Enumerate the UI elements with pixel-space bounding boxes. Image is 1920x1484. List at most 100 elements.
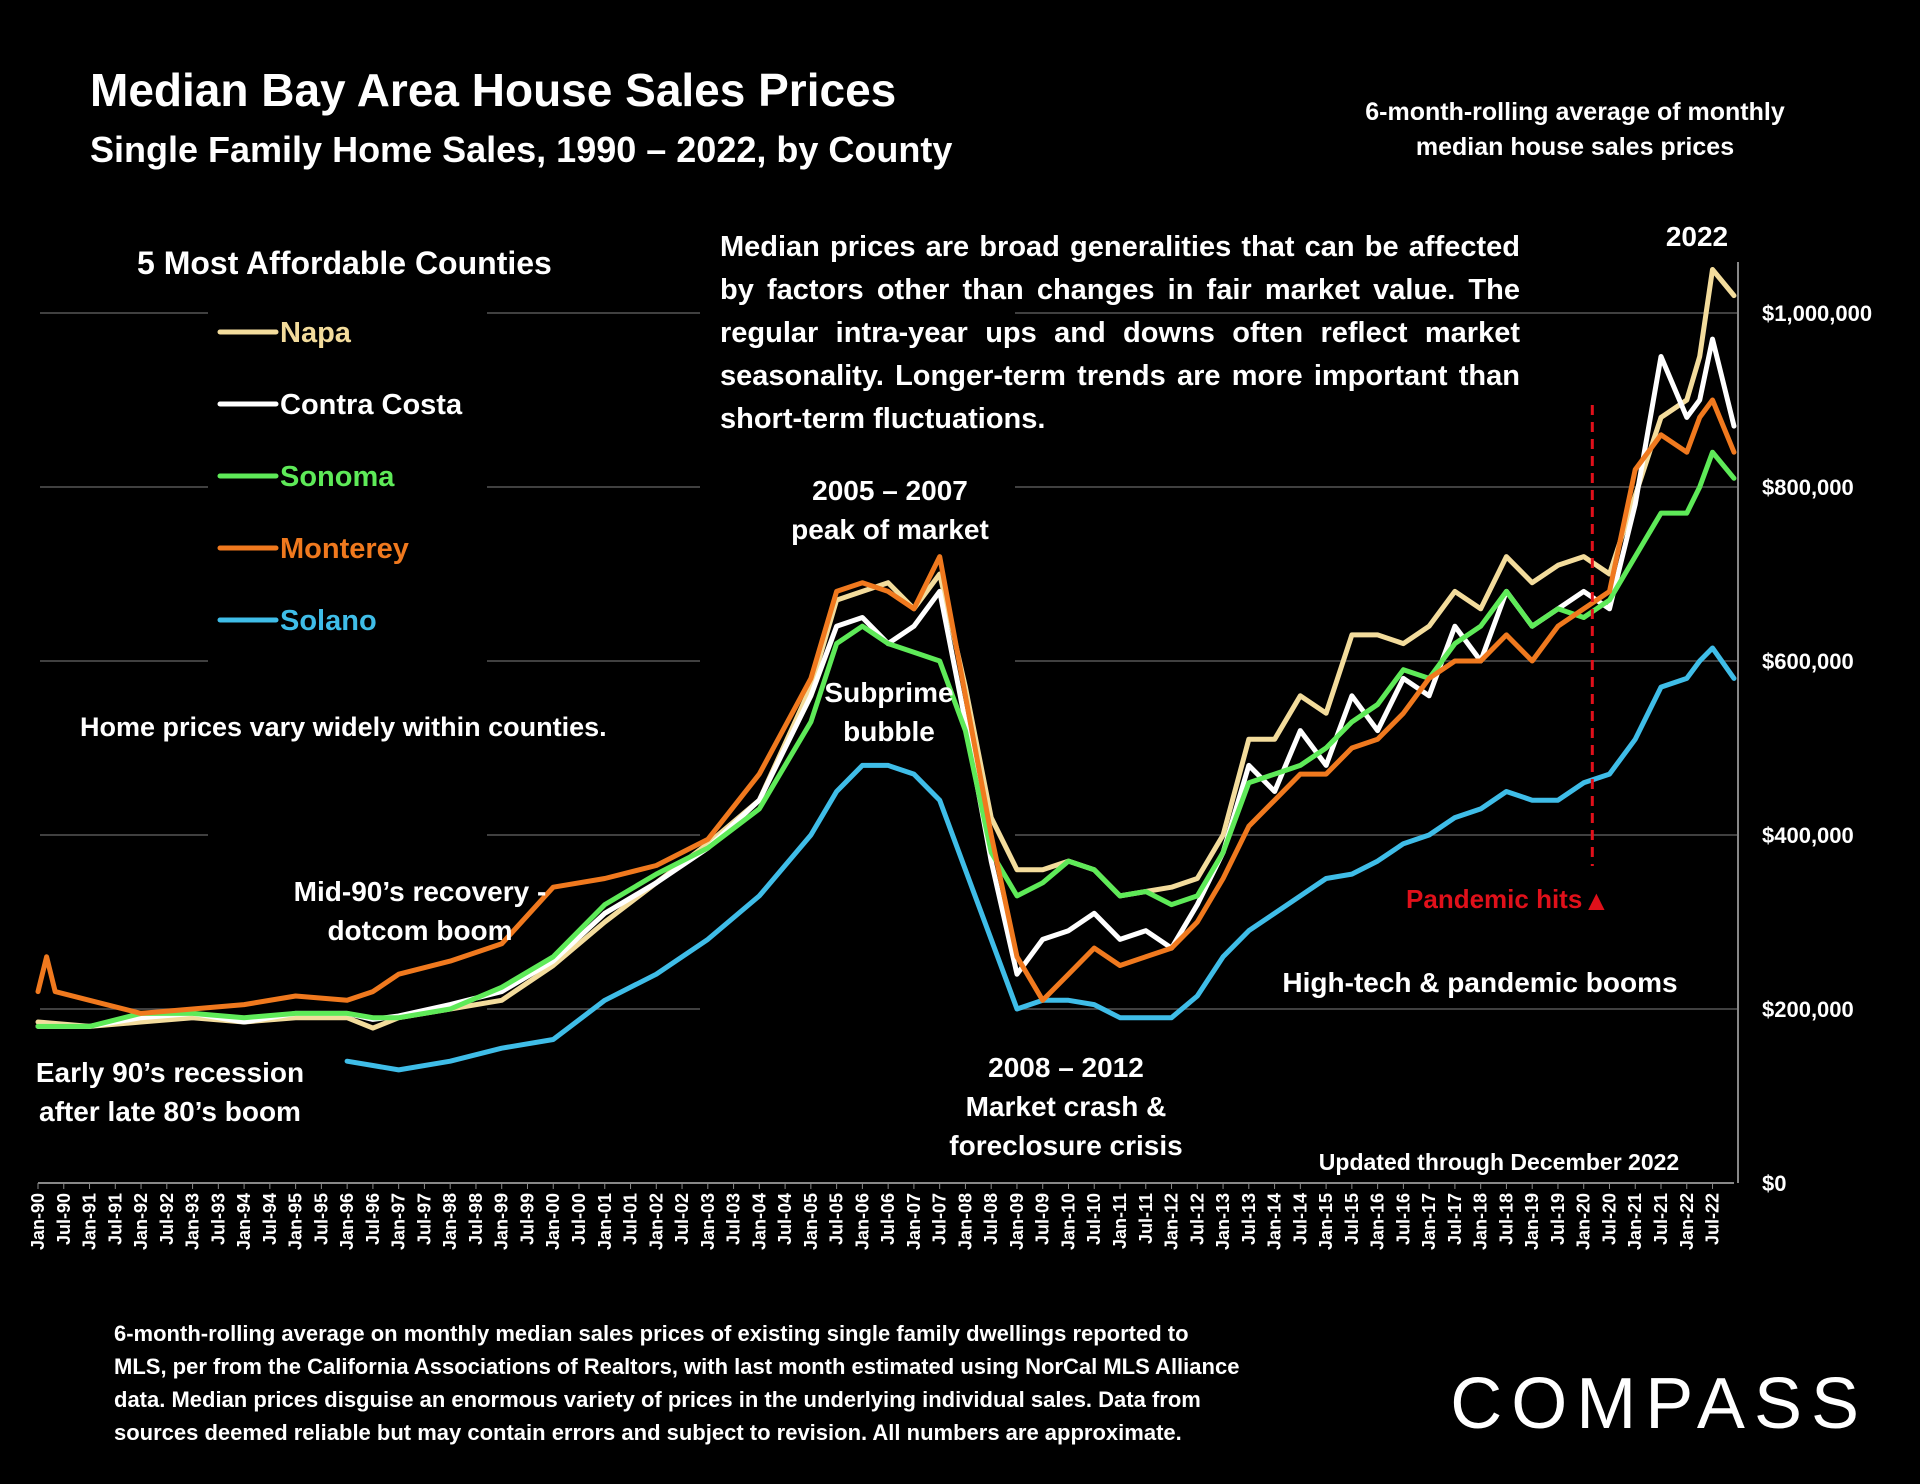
legend-label: Solano [280,605,377,637]
x-tick-label: Jul-96 [363,1193,383,1245]
x-tick-label: Jul-16 [1393,1193,1413,1245]
annotation-updated: Updated through December 2022 [1319,1149,1679,1175]
legend-title: 5 Most Affordable Counties [137,245,552,281]
x-tick-label: Jan-04 [749,1193,769,1250]
x-tick-label: Jan-12 [1162,1193,1182,1250]
x-tick-label: Jan-20 [1574,1193,1594,1250]
x-tick-label: Jan-09 [1007,1193,1027,1250]
x-tick-label: Jul-90 [54,1193,74,1245]
x-tick-label: Jul-14 [1290,1193,1310,1245]
x-tick-label: Jul-91 [105,1193,125,1245]
chart-title: Median Bay Area House Sales Prices [90,64,896,116]
x-tick-label: Jul-17 [1445,1193,1465,1245]
legend: 5 Most Affordable Counties Napa Contra Co… [137,245,552,637]
x-tick-label: Jan-03 [698,1193,718,1250]
x-tick-label: Jan-95 [286,1193,306,1250]
x-axis: Jan-90 Jul-90 Jan-91 Jul-91 Jan-92 Jul-92 Jan-… [28,1183,1723,1250]
x-tick-label: Jul-94 [260,1193,280,1245]
y-tick-label: $0 [1762,1171,1786,1196]
x-tick-label: Jan-05 [801,1193,821,1250]
pandemic-marker: Pandemic hits ▲ [1406,405,1610,916]
annotation-crash-line1: 2008 – 2012 [988,1052,1144,1083]
series-layer [35,267,1737,1073]
x-tick-label: Jul-00 [569,1193,589,1245]
x-tick-label: Jan-07 [904,1193,924,1250]
x-tick-label: Jan-14 [1265,1193,1285,1250]
disclaimer-paragraph: Median prices are broad generalities tha… [720,231,1520,435]
footnote-line2: MLS, per from the California Association… [114,1354,1239,1379]
series-line-monterey [35,397,1737,1016]
x-tick-label: Jan-02 [646,1193,666,1250]
x-tick-label: Jan-11 [1110,1193,1130,1249]
method-note-line2: median house sales prices [1416,133,1734,161]
x-tick-label: Jan-98 [440,1193,460,1250]
x-tick-label: Jul-98 [466,1193,486,1245]
x-tick-label: Jul-09 [1033,1193,1053,1245]
annotation-mid90s-line2: dotcom boom [327,915,512,946]
x-tick-label: Jan-00 [543,1193,563,1250]
x-tick-label: Jan-13 [1213,1193,1233,1250]
legend-label: Napa [280,317,352,349]
x-tick-label: Jan-22 [1677,1193,1697,1250]
x-tick-label: Jul-93 [208,1193,228,1245]
pandemic-triangle-icon: ▲ [1582,885,1610,916]
x-tick-label: Jan-16 [1368,1193,1388,1250]
x-tick-label: Jan-15 [1316,1193,1336,1250]
x-tick-label: Jul-04 [775,1193,795,1245]
x-tick-label: Jan-99 [492,1193,512,1250]
x-tick-label: Jan-93 [183,1193,203,1250]
annotation-peak-line2: peak of market [791,514,989,545]
x-tick-label: Jan-91 [80,1193,100,1250]
annotation-year-2022: 2022 [1666,221,1728,252]
annotation-subprime-line1: Subprime [824,677,953,708]
y-tick-label: $800,000 [1762,475,1854,500]
x-tick-label: Jan-19 [1522,1193,1542,1250]
x-tick-label: Jul-95 [311,1193,331,1245]
x-tick-label: Jan-97 [389,1193,409,1250]
x-tick-label: Jul-21 [1651,1193,1671,1245]
annotation-crash-line3: foreclosure crisis [949,1130,1182,1161]
x-tick-label: Jul-05 [827,1193,847,1245]
x-tick-label: Jan-01 [595,1193,615,1250]
x-tick-label: Jul-01 [621,1193,641,1245]
x-tick-label: Jan-92 [131,1193,151,1250]
annotation-hightech: High-tech & pandemic booms [1282,967,1677,998]
x-tick-label: Jan-08 [955,1193,975,1250]
x-tick-label: Jul-99 [517,1193,537,1245]
annotation-peak-line1: 2005 – 2007 [812,475,968,506]
footnote-line4: sources deemed reliable but may contain … [114,1420,1182,1445]
x-tick-label: Jul-19 [1548,1193,1568,1245]
footnote-line3: data. Median prices disguise an enormous… [114,1387,1201,1412]
x-tick-label: Jul-12 [1187,1193,1207,1245]
x-tick-label: Jan-21 [1625,1193,1645,1250]
x-tick-label: Jan-06 [852,1193,872,1250]
x-tick-label: Jul-22 [1703,1193,1723,1245]
x-tick-label: Jan-17 [1419,1193,1439,1250]
x-tick-label: Jul-07 [930,1193,950,1245]
x-tick-label: Jul-92 [157,1193,177,1245]
x-tick-label: Jul-06 [878,1193,898,1245]
x-tick-label: Jan-94 [234,1193,254,1250]
x-tick-label: Jul-20 [1599,1193,1619,1245]
method-note-line1: 6-month-rolling average of monthly [1365,98,1785,126]
x-tick-label: Jan-10 [1058,1193,1078,1250]
legend-label: Monterey [280,533,409,565]
legend-label: Sonoma [280,461,395,493]
x-tick-label: Jul-18 [1496,1193,1516,1245]
annotation-early90s-line1: Early 90’s recession [36,1057,304,1088]
gridlines [38,262,1739,1184]
x-tick-label: Jul-08 [981,1193,1001,1245]
y-tick-label: $400,000 [1762,823,1854,848]
annotation-crash-line2: Market crash & [966,1091,1167,1122]
x-tick-label: Jul-13 [1239,1193,1259,1245]
chart-subtitle: Single Family Home Sales, 1990 – 2022, b… [90,129,952,170]
x-tick-label: Jan-90 [28,1193,48,1250]
annotation-early90s-line2: after late 80’s boom [39,1096,301,1127]
y-axis: $0 $200,000 $400,000 $600,000 $800,000 $1,000… [1762,301,1872,1196]
footnote-line1: 6-month-rolling average on monthly media… [114,1321,1189,1346]
x-tick-label: Jul-15 [1342,1193,1362,1245]
x-tick-label: Jul-02 [672,1193,692,1245]
series-line-solano [344,645,1737,1073]
y-tick-label: $200,000 [1762,997,1854,1022]
